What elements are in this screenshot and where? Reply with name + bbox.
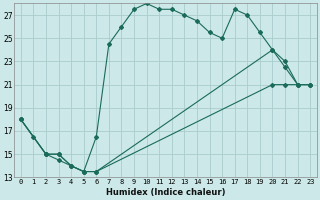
X-axis label: Humidex (Indice chaleur): Humidex (Indice chaleur)	[106, 188, 225, 197]
